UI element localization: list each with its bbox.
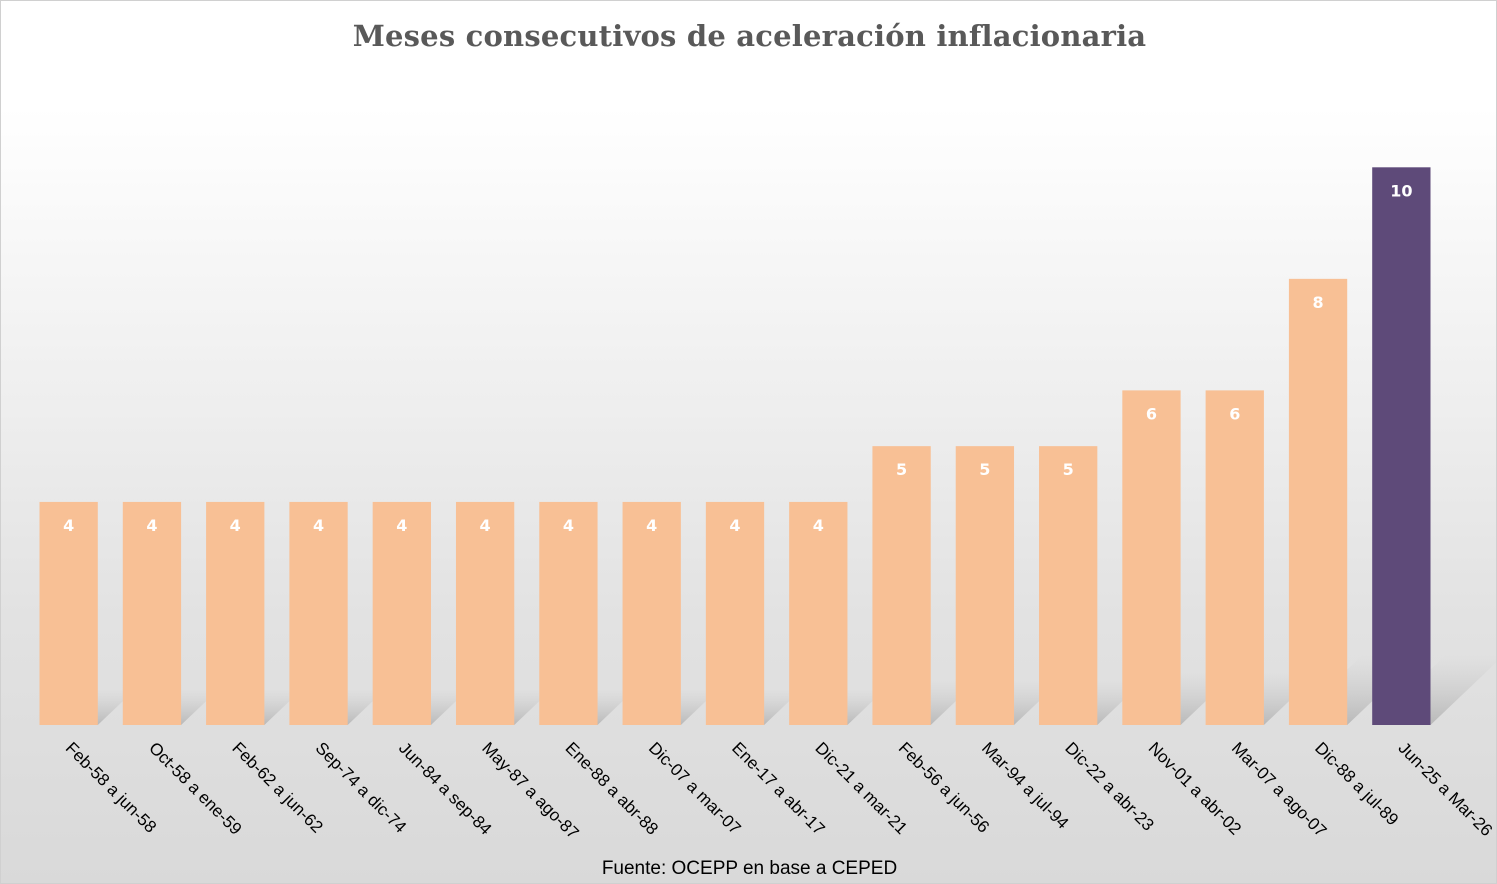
bar-17 [1372,167,1431,726]
bar-15 [1205,390,1264,725]
data-label: 4 [396,516,407,535]
bar-16 [1288,278,1348,725]
bar-5 [372,501,431,725]
bar-3 [206,501,265,725]
x-tick-label: Mar-94 a jul-94 [978,738,1072,832]
data-label: 4 [313,516,324,535]
bar-12 [955,446,1015,725]
bar-10 [789,501,848,725]
data-label: 4 [146,516,157,535]
bar-8 [622,501,681,725]
x-tick-label: Jun-25 a Mar-26 [1395,738,1497,840]
data-label: 10 [1390,181,1412,200]
data-label: 5 [896,460,907,479]
bar-6 [455,501,515,725]
x-tick-label: Dic-88 a jul-89 [1311,738,1402,829]
bar-4 [289,501,348,725]
data-label: 4 [813,516,824,535]
bar-11 [872,446,931,725]
bar-13 [1039,446,1098,725]
data-label: 4 [63,516,74,535]
data-label: 5 [1063,460,1074,479]
chart-title: Meses consecutivos de aceleración inflac… [352,19,1147,53]
bar-7 [539,501,598,725]
data-label: 8 [1312,293,1323,312]
data-label: 4 [563,516,574,535]
bar-14 [1122,390,1181,725]
bar-2 [122,501,182,725]
bar-layer [39,167,1431,726]
data-label: 6 [1229,404,1240,423]
bar-1 [39,501,98,725]
data-label: 6 [1146,404,1157,423]
data-label: 4 [480,516,491,535]
bar-9 [705,501,765,725]
data-label: 4 [646,516,657,535]
data-label: 4 [230,516,241,535]
x-tick-label: Feb-58 a jun-58 [62,738,160,836]
x-tick-label: Dic-22 a abr-23 [1061,738,1157,834]
chart-source: Fuente: OCEPP en base a CEPED [601,858,898,879]
data-label-layer: 4 4 4 4 4 4 4 4 4 4 5 5 5 6 6 8 10 [63,181,1412,535]
data-label: 4 [729,516,740,535]
data-label: 5 [979,460,990,479]
